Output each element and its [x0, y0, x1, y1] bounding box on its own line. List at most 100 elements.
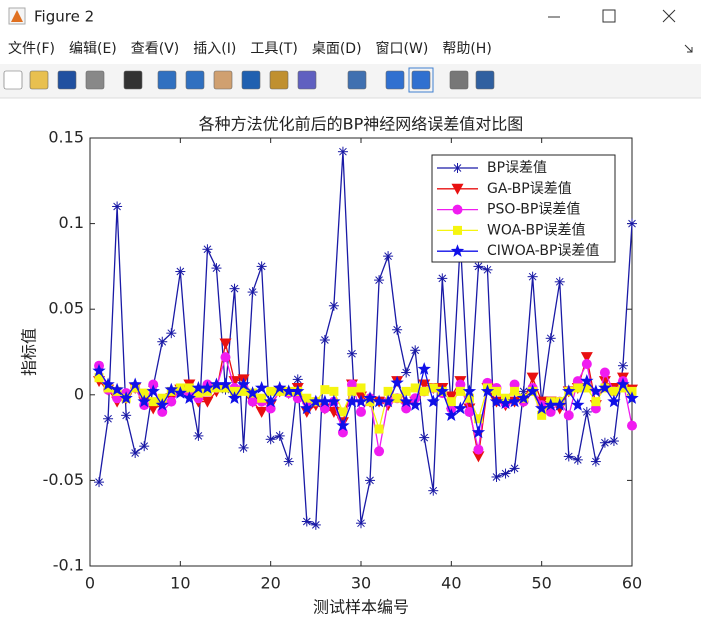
y-axis-label: 指标值 [20, 328, 39, 376]
marker [437, 273, 448, 284]
marker [265, 434, 276, 445]
menu-item[interactable]: 窗口(W) [376, 40, 429, 57]
marker-stroke [176, 267, 185, 276]
marker-stroke [573, 456, 582, 464]
marker [582, 383, 592, 393]
marker [157, 336, 168, 347]
toolbar-button[interactable] [297, 70, 317, 90]
marker [164, 382, 178, 396]
marker-stroke [357, 519, 365, 528]
marker [428, 383, 438, 393]
menu-item[interactable]: 编辑(E) [69, 41, 117, 57]
marker-stroke [510, 464, 519, 473]
marker-stroke [104, 414, 112, 423]
marker-stroke [438, 274, 447, 283]
marker-stroke [555, 277, 564, 286]
marker [526, 384, 540, 397]
toolbar-button[interactable] [185, 70, 205, 90]
marker [247, 396, 258, 407]
marker-stroke [284, 457, 293, 466]
maximize-button[interactable] [602, 9, 616, 23]
marker [392, 393, 402, 403]
toolbar-button[interactable] [347, 70, 367, 90]
toolbar-toggle [408, 67, 434, 93]
marker [128, 377, 142, 391]
menu-item[interactable]: 帮助(H) [442, 41, 491, 57]
marker [473, 261, 484, 272]
marker [410, 345, 421, 356]
menu-item[interactable]: 查看(V) [131, 41, 180, 57]
marker [346, 348, 357, 359]
marker-stroke [311, 521, 320, 529]
toolbar-button[interactable] [29, 70, 49, 90]
marker [201, 396, 214, 408]
toolbar-button[interactable] [57, 70, 77, 90]
toolbar-button[interactable] [475, 70, 495, 90]
marker-stroke [546, 334, 555, 343]
marker [166, 396, 177, 407]
marker [229, 283, 240, 294]
marker [191, 381, 206, 394]
marker [392, 324, 403, 335]
marker [589, 384, 603, 397]
marker [535, 401, 549, 415]
toolbar-button[interactable] [123, 70, 143, 90]
marker-stroke [275, 432, 284, 440]
marker [383, 251, 394, 262]
marker [472, 451, 485, 463]
marker-stroke [411, 346, 420, 355]
marker [202, 386, 212, 396]
marker [273, 381, 287, 394]
marker [173, 386, 187, 399]
toolbar-button[interactable] [385, 70, 405, 90]
app-icon [8, 7, 26, 25]
toolbar-button[interactable] [213, 70, 233, 90]
marker [627, 218, 637, 229]
toolbar-button[interactable] [241, 70, 261, 90]
marker [356, 518, 366, 529]
menu-item[interactable]: 文件(F) [8, 41, 55, 57]
toolbar-button[interactable] [269, 70, 289, 90]
marker [193, 388, 203, 398]
marker-stroke [628, 219, 636, 228]
marker-stroke [95, 478, 103, 486]
marker-stroke [610, 437, 618, 445]
close-button[interactable] [662, 9, 676, 23]
toolbar-button[interactable] [3, 70, 23, 90]
dock-arrow[interactable] [684, 44, 693, 53]
marker [121, 410, 132, 421]
marker [275, 386, 285, 396]
marker [301, 516, 312, 527]
marker [219, 338, 232, 350]
marker [500, 468, 511, 479]
marker [452, 204, 463, 215]
marker [336, 418, 350, 432]
toolbar-button[interactable] [449, 70, 469, 90]
toolbar-button[interactable] [85, 70, 105, 90]
marker-stroke [393, 325, 401, 334]
marker [473, 414, 483, 424]
menu-item[interactable]: 桌面(D) [312, 41, 362, 57]
marker [599, 437, 610, 448]
marker [227, 391, 242, 404]
menu-item[interactable]: 工具(T) [250, 41, 297, 57]
toolbar-icons [3, 67, 495, 93]
marker-stroke [212, 264, 221, 272]
x-axis-label: 测试样本编号 [313, 598, 409, 617]
marker-stroke [248, 288, 257, 296]
marker-stroke [239, 444, 248, 452]
marker [292, 374, 303, 385]
legend-box [431, 154, 616, 263]
toolbar-button[interactable] [157, 70, 177, 90]
menu-item[interactable]: 插入(I) [193, 41, 236, 57]
legend-label: BP误差值 [487, 160, 547, 176]
marker [408, 398, 422, 411]
y-tick-label: 0.1 [59, 213, 84, 232]
toolbar-button[interactable] [411, 70, 431, 90]
x-tick-label: 20 [260, 574, 280, 593]
marker [139, 388, 149, 398]
marker [455, 386, 465, 396]
marker [130, 448, 141, 459]
marker [265, 403, 276, 414]
chart-title: 各种方法优化前后的BP神经网络误差值对比图 [199, 115, 524, 134]
